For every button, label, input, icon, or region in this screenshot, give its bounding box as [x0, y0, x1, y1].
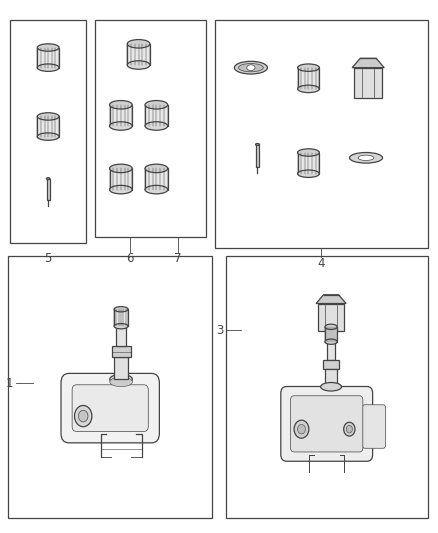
Bar [323, 360, 339, 369]
Bar [297, 152, 319, 174]
Bar [37, 47, 59, 68]
Ellipse shape [145, 122, 168, 130]
Bar [256, 144, 259, 167]
Ellipse shape [46, 177, 50, 180]
Circle shape [344, 422, 355, 436]
Ellipse shape [297, 64, 319, 71]
Ellipse shape [239, 63, 263, 72]
Ellipse shape [350, 152, 382, 163]
Ellipse shape [325, 339, 337, 344]
Ellipse shape [114, 324, 128, 329]
Ellipse shape [247, 65, 255, 70]
FancyBboxPatch shape [290, 396, 363, 452]
Text: 6: 6 [126, 252, 134, 265]
Bar [127, 44, 150, 65]
Bar [215, 20, 428, 248]
Bar [10, 20, 86, 243]
Ellipse shape [110, 122, 132, 130]
Ellipse shape [110, 185, 132, 194]
Circle shape [78, 410, 88, 422]
Ellipse shape [321, 383, 342, 391]
Ellipse shape [297, 149, 319, 156]
Bar [327, 342, 336, 360]
Text: 7: 7 [174, 252, 181, 265]
Ellipse shape [325, 324, 337, 329]
Circle shape [297, 424, 305, 434]
Ellipse shape [110, 377, 132, 386]
Bar [354, 68, 382, 99]
Text: 5: 5 [44, 252, 52, 265]
Bar [145, 105, 168, 126]
Bar [318, 303, 344, 331]
FancyBboxPatch shape [61, 374, 159, 443]
Ellipse shape [358, 155, 374, 160]
FancyBboxPatch shape [72, 385, 148, 431]
Bar [95, 20, 206, 237]
Ellipse shape [110, 101, 132, 109]
Bar [114, 357, 128, 379]
Ellipse shape [145, 101, 168, 109]
Bar [114, 309, 128, 326]
Ellipse shape [127, 39, 150, 48]
FancyBboxPatch shape [281, 386, 373, 461]
Circle shape [346, 425, 353, 433]
Bar [110, 105, 132, 126]
Bar [37, 116, 59, 136]
Ellipse shape [37, 113, 59, 120]
Bar [112, 346, 131, 357]
Text: 1: 1 [6, 377, 14, 390]
Circle shape [74, 406, 92, 427]
Bar [325, 369, 337, 390]
Ellipse shape [145, 185, 168, 194]
Circle shape [294, 420, 309, 438]
Ellipse shape [114, 306, 128, 312]
Ellipse shape [297, 170, 319, 177]
Ellipse shape [234, 61, 268, 74]
Ellipse shape [255, 143, 259, 146]
Polygon shape [316, 295, 346, 303]
Bar [47, 179, 49, 200]
Text: 3: 3 [216, 324, 223, 337]
Bar [325, 327, 337, 342]
Ellipse shape [127, 61, 150, 69]
Ellipse shape [145, 164, 168, 173]
Ellipse shape [37, 44, 59, 51]
Bar [145, 168, 168, 190]
Bar [116, 326, 126, 346]
FancyBboxPatch shape [362, 405, 386, 448]
Ellipse shape [37, 64, 59, 71]
Bar [110, 168, 132, 190]
Bar [297, 68, 319, 89]
Text: 4: 4 [318, 257, 325, 270]
Bar [226, 256, 428, 519]
Polygon shape [352, 58, 384, 68]
Bar [8, 256, 212, 519]
Ellipse shape [37, 133, 59, 140]
Ellipse shape [297, 85, 319, 93]
Ellipse shape [110, 164, 132, 173]
Ellipse shape [110, 375, 132, 384]
